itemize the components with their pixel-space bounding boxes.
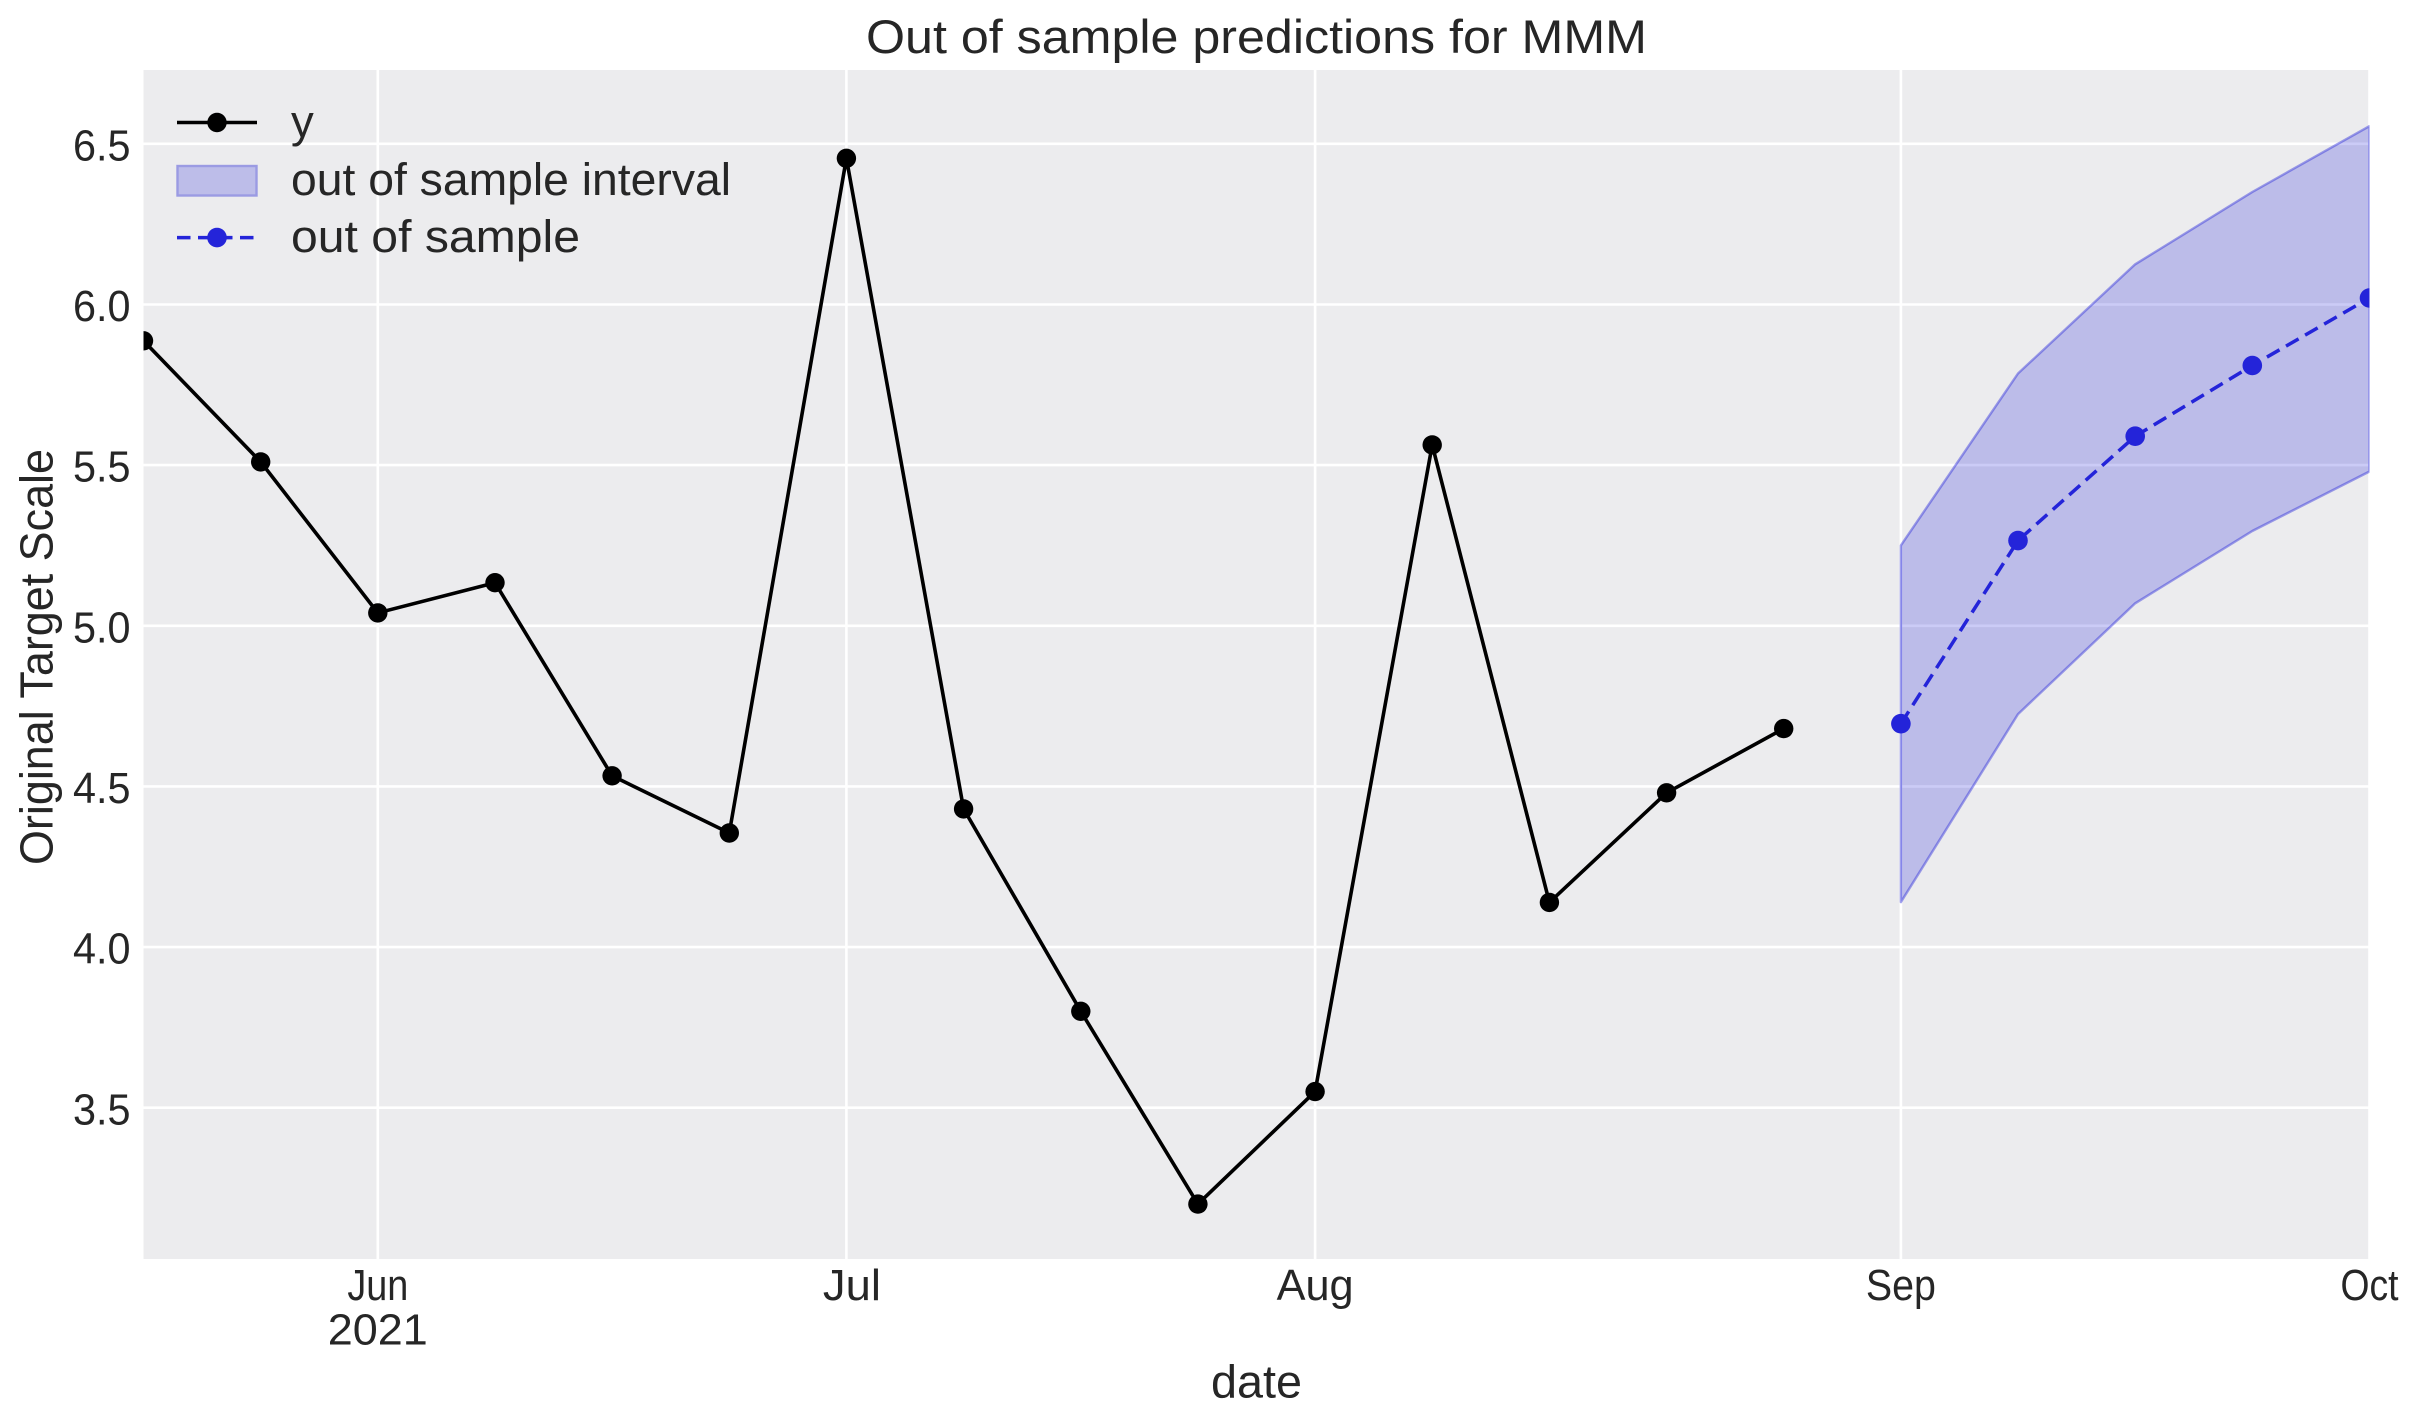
svg-text:y: y	[291, 96, 314, 147]
svg-text:Out of sample predictions for: Out of sample predictions for MMM	[866, 11, 1647, 64]
svg-text:6.0: 6.0	[73, 282, 131, 331]
svg-text:3.5: 3.5	[73, 1085, 131, 1134]
svg-text:Jul: Jul	[823, 1261, 881, 1310]
svg-text:5.0: 5.0	[73, 603, 131, 652]
svg-text:6.5: 6.5	[73, 121, 131, 170]
svg-text:4.5: 4.5	[73, 764, 131, 813]
svg-text:Aug: Aug	[1277, 1261, 1354, 1310]
svg-text:out of sample: out of sample	[291, 211, 580, 262]
svg-text:Sep: Sep	[1866, 1261, 1936, 1310]
svg-text:Oct: Oct	[2341, 1261, 2399, 1310]
svg-text:Jun: Jun	[347, 1261, 408, 1310]
svg-text:2021: 2021	[328, 1306, 428, 1355]
svg-text:out of sample interval: out of sample interval	[291, 154, 731, 205]
svg-text:date: date	[1211, 1356, 1302, 1408]
svg-text:Original Target Scale: Original Target Scale	[11, 449, 63, 865]
svg-text:4.0: 4.0	[73, 925, 131, 974]
svg-text:5.5: 5.5	[73, 443, 131, 492]
